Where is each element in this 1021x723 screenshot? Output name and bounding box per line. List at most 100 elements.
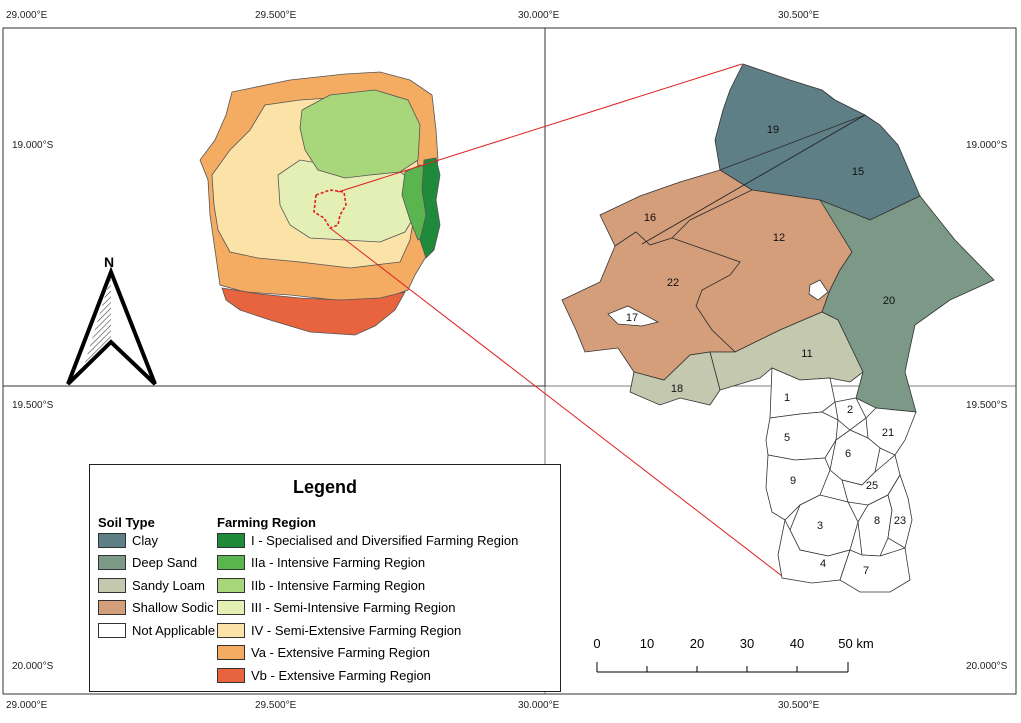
north-arrow-icon: [66, 266, 157, 386]
soil-swatch: [98, 555, 126, 570]
region-label: Va - Extensive Farming Region: [251, 645, 430, 660]
coord-label: 30.000°E: [518, 700, 560, 711]
soil-legend-item: Deep Sand: [98, 554, 197, 572]
soil-swatch: [98, 532, 126, 548]
ward-small-patch: [808, 279, 829, 301]
ward-label: 25: [866, 480, 878, 492]
ward-label: 18: [671, 383, 683, 395]
soil-swatch: [98, 577, 126, 593]
soil-label: Clay: [132, 532, 159, 548]
scale-tick-label: 20: [689, 636, 705, 651]
coord-label: 30.500°E: [778, 700, 820, 711]
legend-box: Legend Soil Type Farming Region Clay Deep…: [89, 464, 561, 692]
region-swatch: [217, 532, 245, 548]
scale-tick-label: 10: [639, 636, 655, 651]
country-map: [199, 71, 441, 336]
region-legend-item: IV - Semi-Extensive Farming Region: [217, 621, 461, 639]
coord-label: 19.500°S: [12, 400, 54, 411]
soil-label: Shallow Sodic: [132, 600, 214, 615]
region-vb: [221, 287, 406, 336]
ward-label: 17: [626, 312, 638, 324]
scale-tick-label: 50 km: [838, 636, 874, 651]
legend-title: Legend: [292, 477, 357, 497]
ward-divider: [641, 114, 866, 245]
scale-tick-label: 0: [593, 636, 601, 651]
region-label: IV - Semi-Extensive Farming Region: [251, 622, 462, 638]
coord-label: 30.500°E: [778, 10, 820, 21]
region-swatch: [217, 622, 245, 638]
scale-tick-label: 40: [789, 636, 805, 651]
ward-label: 5: [784, 432, 790, 444]
ward-label: 2: [847, 404, 853, 416]
coord-label: 19.500°S: [966, 400, 1008, 411]
coord-label: 19.000°S: [966, 140, 1008, 151]
region-legend-item: III - Semi-Intensive Farming Region: [217, 599, 455, 617]
region-label: IIb - Intensive Farming Region: [251, 577, 426, 593]
ward-label: 6: [845, 448, 851, 460]
coord-label: 29.000°E: [6, 700, 48, 711]
ward-23: [887, 474, 913, 549]
ward-label: 4: [820, 558, 826, 570]
ward-5: [765, 411, 839, 461]
coord-label: 30.000°E: [518, 10, 560, 21]
region-label: I - Specialised and Diversified Farming …: [251, 532, 519, 548]
pointer-line-bottom: [329, 227, 783, 577]
coord-label: 20.000°S: [966, 661, 1008, 672]
coord-label: 19.000°S: [12, 140, 54, 151]
ward-18: [629, 351, 721, 406]
region-i: [419, 157, 441, 259]
region-label: III - Semi-Intensive Farming Region: [251, 600, 456, 615]
inset-frame: [2, 27, 546, 387]
soil-swatch: [98, 622, 126, 638]
region-swatch: [217, 555, 245, 570]
soil-swatch: [98, 600, 126, 615]
study-area-map: [561, 63, 995, 593]
coord-label: 29.500°E: [255, 10, 297, 21]
ward-label: 1: [784, 392, 790, 404]
soil-legend-item: Clay: [98, 531, 158, 549]
ward-2: [834, 397, 867, 431]
soil-type-heading: Soil Type: [98, 515, 155, 530]
ward-22: [561, 231, 741, 381]
scale-bar: [596, 662, 849, 673]
soil-legend-item: Shallow Sodic: [98, 599, 214, 617]
region-label: Vb - Extensive Farming Region: [251, 667, 431, 683]
region-legend-item: I - Specialised and Diversified Farming …: [217, 531, 518, 549]
soil-legend-item: Sandy Loam: [98, 576, 205, 594]
ward-label: 22: [667, 277, 679, 289]
study-area-outline: [313, 189, 347, 229]
ward-label: 3: [817, 520, 823, 532]
ward-label: 7: [863, 565, 869, 577]
region-legend-item: Vb - Extensive Farming Region: [217, 666, 431, 684]
region-swatch: [217, 600, 245, 615]
region-legend-item: IIa - Intensive Farming Region: [217, 554, 425, 572]
north-label: N: [104, 254, 115, 270]
ward-label: 11: [801, 348, 812, 360]
soil-label: Sandy Loam: [132, 577, 205, 593]
ward-label: 20: [883, 295, 895, 307]
ward-label: 19: [767, 124, 779, 136]
ward-label: 12: [773, 232, 785, 244]
ward-7: [839, 547, 911, 593]
coord-label: 29.500°E: [255, 700, 297, 711]
region-swatch: [217, 645, 245, 660]
coord-label: 29.000°E: [6, 10, 48, 21]
region-legend-item: IIb - Intensive Farming Region: [217, 576, 425, 594]
ward-label: 8: [874, 515, 880, 527]
region-swatch: [217, 667, 245, 683]
region-iib: [299, 89, 421, 179]
soil-legend-item: Not Applicable: [98, 621, 215, 639]
ward-label: 9: [790, 475, 796, 487]
region-label: IIa - Intensive Farming Region: [251, 555, 426, 570]
coord-label: 20.000°S: [12, 661, 54, 672]
ward-label: 21: [882, 427, 894, 439]
ward-label: 16: [644, 212, 656, 224]
region-legend-item: Va - Extensive Farming Region: [217, 644, 430, 662]
pointer-line-top: [337, 63, 743, 193]
ward-label: 15: [852, 166, 864, 178]
ward-label: 23: [894, 515, 906, 527]
farming-region-heading: Farming Region: [217, 515, 316, 530]
ward-17: [607, 305, 660, 327]
soil-label: Deep Sand: [132, 555, 198, 570]
